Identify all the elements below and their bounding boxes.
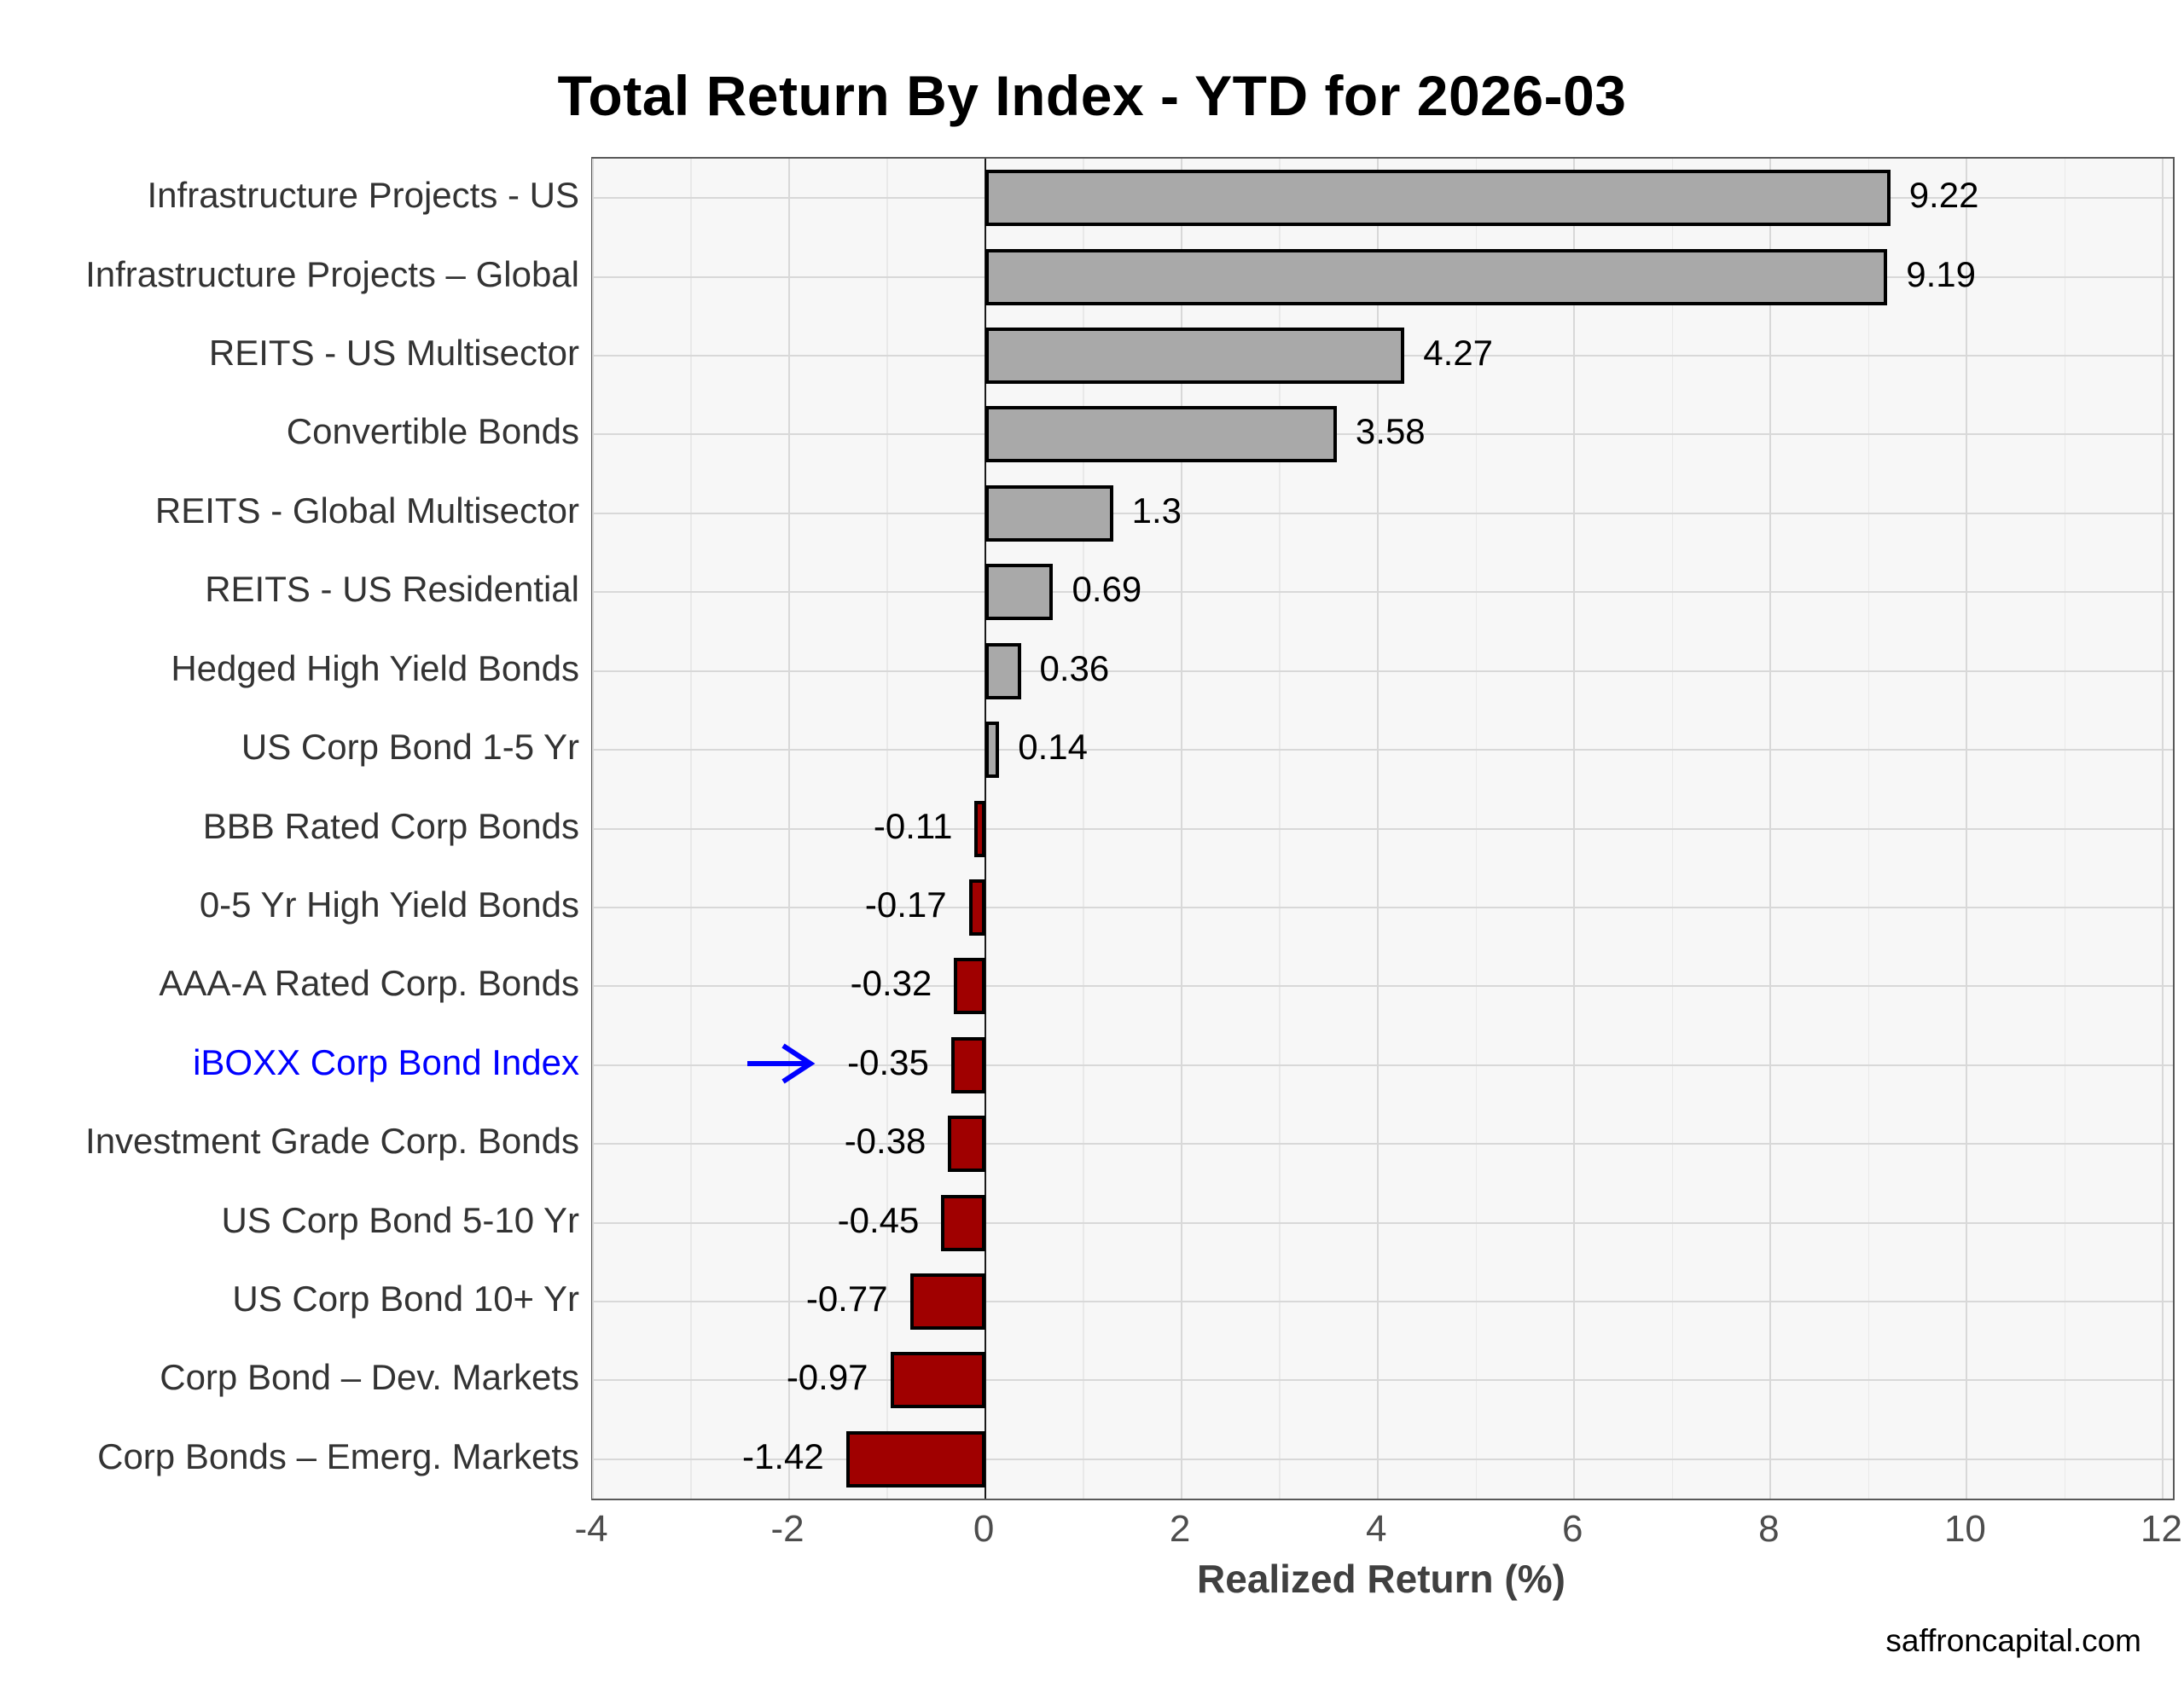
bar-negative <box>909 1273 986 1330</box>
category-label: 0-5 Yr High Yield Bonds <box>199 884 579 925</box>
bar-value-label: 3.58 <box>1355 411 1426 452</box>
gridline-horizontal <box>593 433 2173 436</box>
highlight-arrow-icon <box>747 1043 816 1084</box>
bar-positive <box>985 248 1888 305</box>
category-label: Investment Grade Corp. Bonds <box>85 1121 579 1162</box>
category-label: AAA-A Rated Corp. Bonds <box>159 963 579 1004</box>
x-tick-label: 10 <box>1943 1508 1986 1550</box>
zero-axis-line <box>985 159 987 1499</box>
bar-value-label: 9.22 <box>1908 175 1979 216</box>
gridline-horizontal <box>593 1379 2173 1382</box>
bar-negative <box>950 1036 986 1093</box>
bar-value-label: 1.3 <box>1131 490 1182 531</box>
x-tick-label: -4 <box>574 1508 608 1550</box>
category-label: Infrastructure Projects – Global <box>85 253 579 294</box>
bar-value-label: -0.97 <box>786 1357 868 1398</box>
bar-value-label: -0.32 <box>850 963 932 1004</box>
x-tick-label: 2 <box>1169 1508 1191 1550</box>
bar-positive <box>985 722 1000 779</box>
gridline-horizontal <box>593 591 2173 594</box>
x-tick-label: 12 <box>2140 1508 2182 1550</box>
gridline-horizontal <box>593 670 2173 672</box>
bar-negative <box>845 1430 986 1488</box>
bar-value-label: 4.27 <box>1423 333 1494 374</box>
category-label: Infrastructure Projects - US <box>147 175 579 216</box>
gridline-horizontal <box>593 1143 2173 1145</box>
x-tick-label: 6 <box>1562 1508 1583 1550</box>
category-label: REITS - Global Multisector <box>154 490 579 531</box>
gridline-horizontal <box>593 827 2173 830</box>
gridline-horizontal <box>593 1300 2173 1302</box>
category-label: BBB Rated Corp Bonds <box>202 805 579 846</box>
category-label: REITS - US Multisector <box>208 333 579 374</box>
gridline-horizontal <box>593 512 2173 514</box>
category-label: US Corp Bond 1-5 Yr <box>241 727 579 768</box>
bar-negative <box>941 1194 986 1251</box>
bar-value-label: 9.19 <box>1906 253 1976 294</box>
bar-value-label: -0.17 <box>864 884 947 925</box>
bar-value-label: -0.77 <box>805 1278 888 1319</box>
category-label-highlighted: iBOXX Corp Bond Index <box>193 1041 579 1082</box>
gridline-horizontal <box>593 1221 2173 1224</box>
bar-negative <box>890 1352 986 1409</box>
gridline-horizontal <box>593 985 2173 988</box>
plot-panel <box>591 157 2175 1500</box>
bar-negative <box>968 879 986 936</box>
chart-title: Total Return By Index - YTD for 2026-03 <box>557 64 1627 127</box>
footer-watermark: saffroncapital.com <box>1885 1623 2141 1658</box>
bar-value-label: 0.36 <box>1039 647 1110 688</box>
bar-value-label: 0.14 <box>1018 727 1088 768</box>
x-tick-label: 4 <box>1365 1508 1387 1550</box>
x-tick-label: 0 <box>973 1508 995 1550</box>
bar-positive <box>985 564 1054 621</box>
bar-positive <box>985 170 1891 227</box>
bar-value-label: -1.42 <box>742 1435 824 1476</box>
x-tick-label: 8 <box>1758 1508 1780 1550</box>
bar-value-label: 0.69 <box>1072 569 1142 610</box>
category-label: US Corp Bond 10+ Yr <box>232 1278 579 1319</box>
bar-negative <box>948 1116 986 1173</box>
category-label: Corp Bond – Dev. Markets <box>160 1357 579 1398</box>
bar-positive <box>985 484 1113 542</box>
bar-value-label: -0.45 <box>837 1199 920 1240</box>
bar-value-label: -0.11 <box>873 805 953 846</box>
bar-value-label: -0.35 <box>847 1041 929 1082</box>
gridline-horizontal <box>593 906 2173 908</box>
bar-negative <box>974 800 986 857</box>
bar-positive <box>985 642 1021 699</box>
x-tick-label: -2 <box>770 1508 804 1550</box>
bar-positive <box>985 328 1405 385</box>
gridline-horizontal <box>593 1064 2173 1066</box>
category-label: Corp Bonds – Emerg. Markets <box>97 1435 579 1476</box>
bar-negative <box>954 958 986 1015</box>
category-label: US Corp Bond 5-10 Yr <box>221 1199 579 1240</box>
category-label: Convertible Bonds <box>286 411 579 452</box>
gridline-horizontal <box>593 1458 2173 1460</box>
gridline-horizontal <box>593 749 2173 751</box>
x-axis-title: Realized Return (%) <box>1197 1557 1565 1601</box>
bar-positive <box>985 406 1337 463</box>
category-label: Hedged High Yield Bonds <box>171 647 579 688</box>
category-label: REITS - US Residential <box>205 569 579 610</box>
bar-value-label: -0.38 <box>844 1121 926 1162</box>
